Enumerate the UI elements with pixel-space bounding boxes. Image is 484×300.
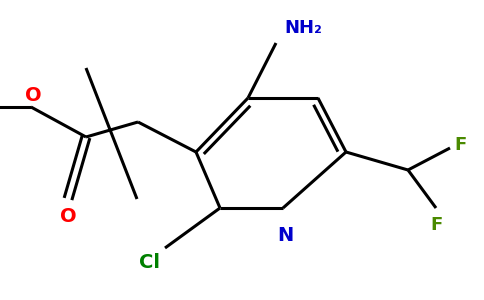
Text: Cl: Cl	[139, 253, 160, 272]
Text: N: N	[277, 226, 293, 245]
Text: F: F	[454, 136, 466, 154]
Text: O: O	[25, 86, 41, 105]
Text: NH₂: NH₂	[284, 19, 322, 37]
Text: O: O	[60, 207, 76, 226]
Text: F: F	[430, 216, 442, 234]
